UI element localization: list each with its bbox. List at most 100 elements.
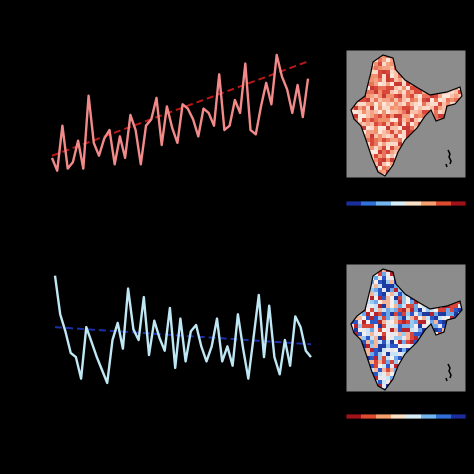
- warm-map-cell: [370, 78, 374, 82]
- mixed-map-cell: [398, 356, 402, 360]
- warm-map-cell: [406, 106, 410, 110]
- mixed-map-cell: [402, 324, 406, 328]
- mixed-map-cell: [370, 300, 374, 304]
- mixed-map-cell: [398, 308, 402, 312]
- warm-map-cell: [382, 78, 386, 82]
- mixed-map-cell: [406, 340, 410, 344]
- mixed-map-cell: [394, 364, 398, 368]
- mixed-map-cell: [394, 296, 398, 300]
- warm-map-cell: [390, 74, 394, 78]
- warm-map-cell: [394, 114, 398, 118]
- warm-map-cell: [366, 94, 370, 98]
- warm-map-cell: [418, 118, 422, 122]
- mixed-map-cell: [378, 368, 382, 372]
- warm-map-cell: [374, 82, 378, 86]
- mixed-map-cell: [370, 288, 374, 292]
- warm-map-cell: [386, 70, 390, 74]
- warm-map-cell: [386, 154, 390, 158]
- mixed-map-cell: [442, 316, 446, 320]
- mixed-map-cell: [434, 308, 438, 312]
- mixed-map-cell: [382, 348, 386, 352]
- warm-map-cell: [402, 102, 406, 106]
- mixed-map-cell: [434, 312, 438, 316]
- mixed-map-cell: [402, 328, 406, 332]
- warm-map-cell: [382, 146, 386, 150]
- mixed-map-cell: [402, 348, 406, 352]
- warm-map-cell: [398, 114, 402, 118]
- warm-map-cell: [422, 110, 426, 114]
- cooling-trend-line: [54, 326, 312, 346]
- warm-map-cell: [406, 82, 410, 86]
- warm-map-cell: [398, 142, 402, 146]
- mixed-map-cell: [422, 324, 426, 328]
- warm-map-cell: [390, 66, 394, 70]
- warm-map-cell: [406, 98, 410, 102]
- mixed-map-cell: [414, 336, 418, 340]
- warm-map-cell: [370, 146, 374, 150]
- warm-map-cell: [394, 134, 398, 138]
- warm-map-cell: [394, 126, 398, 130]
- warm-map-cell: [382, 170, 386, 174]
- warm-map-cell: [362, 102, 366, 106]
- mixed-map-cell: [390, 352, 394, 356]
- warm-map-cell: [426, 102, 430, 106]
- warm-map-cell: [374, 142, 378, 146]
- mixed-map-cell: [426, 308, 430, 312]
- mixed-map-cell: [402, 352, 406, 356]
- mixed-map-cell: [390, 272, 394, 276]
- warm-map-cell: [398, 86, 402, 90]
- warm-map-cell: [370, 138, 374, 142]
- warm-map-cell: [458, 94, 462, 98]
- mixed-map-cell: [370, 360, 374, 364]
- mixed-map-cell: [410, 336, 414, 340]
- mixed-map-cell: [386, 320, 390, 324]
- warm-map-cell: [366, 110, 370, 114]
- mixed-colorbar-segment: [436, 414, 452, 419]
- warm-map-cell: [362, 130, 366, 134]
- warm-map-cell: [366, 122, 370, 126]
- warm-map-cell: [414, 86, 418, 90]
- warm-map-cell: [434, 98, 438, 102]
- warm-map-cell: [378, 122, 382, 126]
- warm-map-panel: [345, 49, 467, 179]
- mixed-map-cell: [370, 332, 374, 336]
- mixed-map-cell: [418, 316, 422, 320]
- mixed-map-cell: [386, 380, 390, 384]
- warm-map-cell: [422, 106, 426, 110]
- mixed-map-cell: [370, 320, 374, 324]
- warm-map-cell: [362, 106, 366, 110]
- warm-map-cell: [366, 90, 370, 94]
- warm-map-cell: [366, 86, 370, 90]
- mixed-map-cell: [394, 324, 398, 328]
- warm-map-cell: [434, 114, 438, 118]
- mixed-map-cell: [398, 292, 402, 296]
- warm-map-cell: [442, 110, 446, 114]
- mixed-map-cell: [394, 284, 398, 288]
- mixed-map-cell: [378, 324, 382, 328]
- warm-map-cell: [442, 102, 446, 106]
- mixed-map-cell: [394, 308, 398, 312]
- mixed-map-cell: [370, 324, 374, 328]
- mixed-map-cell: [370, 348, 374, 352]
- warm-map-cell: [426, 98, 430, 102]
- warm-map-cell: [374, 162, 378, 166]
- mixed-map-cell: [366, 344, 370, 348]
- mixed-map-cell: [394, 300, 398, 304]
- mixed-map-cell: [434, 320, 438, 324]
- mixed-map-cell: [370, 284, 374, 288]
- mixed-map-cell: [398, 328, 402, 332]
- mixed-map-cell: [398, 352, 402, 356]
- warm-colorbar-segment: [436, 201, 452, 206]
- warm-map-cell: [382, 62, 386, 66]
- warm-map-cell: [446, 102, 450, 106]
- warm-map-cell: [378, 78, 382, 82]
- mixed-map-cell: [422, 316, 426, 320]
- mixed-colorbar-segment: [421, 414, 437, 419]
- mixed-map-cell: [370, 328, 374, 332]
- warm-map-cell: [406, 94, 410, 98]
- warm-map-cell: [370, 102, 374, 106]
- mixed-map-cell: [410, 324, 414, 328]
- warm-map-cell: [414, 106, 418, 110]
- warm-map-cell: [362, 114, 366, 118]
- mixed-map-cell: [386, 340, 390, 344]
